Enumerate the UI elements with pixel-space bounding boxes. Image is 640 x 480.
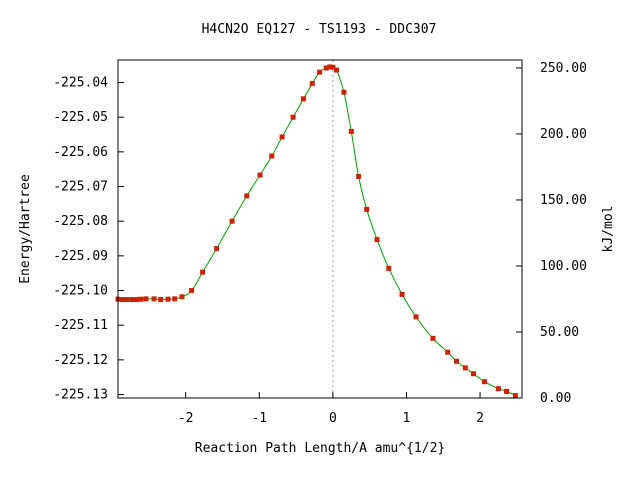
- data-point: [179, 294, 185, 300]
- data-point: [165, 296, 171, 302]
- data-point: [158, 297, 164, 303]
- energy-curve: [117, 66, 516, 397]
- data-point: [399, 291, 405, 297]
- y-tick-label: -225.06: [53, 145, 108, 160]
- x-axis-label: Reaction Path Length/A amu^{1/2}: [195, 441, 445, 456]
- y2-tick-label: 50.00: [540, 325, 579, 340]
- x-tick-label: 1: [403, 411, 411, 426]
- plot-area: [115, 60, 518, 399]
- data-point: [229, 218, 235, 224]
- data-point: [129, 297, 135, 303]
- data-point: [151, 296, 157, 302]
- axes: -2 -1 0 1 2 -225.04 -225.05 -225.06 -225.07 -225.…: [53, 61, 587, 426]
- data-point: [341, 89, 347, 95]
- data-point: [430, 335, 436, 341]
- data-point: [124, 297, 130, 303]
- y2-tick-label: 0.00: [540, 391, 571, 406]
- data-point: [143, 296, 149, 302]
- y-tick-label: -225.13: [53, 388, 108, 403]
- data-point: [138, 296, 144, 302]
- y2-tick-label: 100.00: [540, 259, 587, 274]
- data-point: [445, 349, 451, 355]
- y-tick-label: -225.08: [53, 214, 108, 229]
- data-point: [279, 134, 285, 140]
- data-point: [189, 288, 195, 294]
- y-tick-label: -225.04: [53, 76, 108, 91]
- x-tick-label: -1: [251, 411, 267, 426]
- data-point: [317, 69, 323, 75]
- data-point: [330, 64, 336, 70]
- data-point: [244, 193, 250, 199]
- data-point: [348, 128, 354, 134]
- data-point: [200, 269, 206, 275]
- y-tick-label: -225.07: [53, 180, 108, 195]
- x-tick-label: -2: [178, 411, 194, 426]
- data-point: [386, 265, 392, 271]
- y2-tick-label: 200.00: [540, 127, 587, 142]
- data-point: [257, 172, 263, 178]
- x-tick-label: 2: [476, 411, 484, 426]
- y-tick-label: -225.10: [53, 284, 108, 299]
- y-tick-label: -225.09: [53, 249, 108, 264]
- chart-title: H4CN2O EQ127 - TS1193 - DDC307: [202, 22, 437, 37]
- data-point: [356, 173, 362, 179]
- data-point: [119, 297, 125, 303]
- x-tick-label: 0: [329, 411, 337, 426]
- data-point: [327, 64, 333, 70]
- data-point: [300, 96, 306, 102]
- data-point: [290, 114, 296, 120]
- data-point: [374, 237, 380, 243]
- data-point: [454, 358, 460, 364]
- data-point: [481, 379, 487, 385]
- data-point: [269, 153, 275, 159]
- y-tick-label: -225.11: [53, 318, 108, 333]
- data-point: [504, 388, 510, 394]
- data-point: [413, 314, 419, 320]
- data-point: [214, 246, 220, 252]
- data-point: [364, 206, 370, 212]
- data-point: [462, 365, 468, 371]
- y2-tick-label: 250.00: [540, 61, 587, 76]
- data-point: [133, 297, 139, 303]
- y-axis-label: Energy/Hartree: [18, 174, 33, 284]
- data-point: [495, 386, 501, 392]
- data-point: [309, 81, 315, 87]
- plot-frame: [117, 59, 523, 399]
- data-point: [172, 296, 178, 302]
- data-point: [512, 393, 518, 399]
- y2-tick-label: 150.00: [540, 193, 587, 208]
- y-tick-label: -225.12: [53, 353, 108, 368]
- y-tick-label: -225.05: [53, 110, 108, 125]
- y2-axis-label: kJ/mol: [601, 206, 616, 253]
- data-point: [334, 67, 340, 73]
- data-point: [470, 371, 476, 377]
- data-point: [323, 65, 329, 71]
